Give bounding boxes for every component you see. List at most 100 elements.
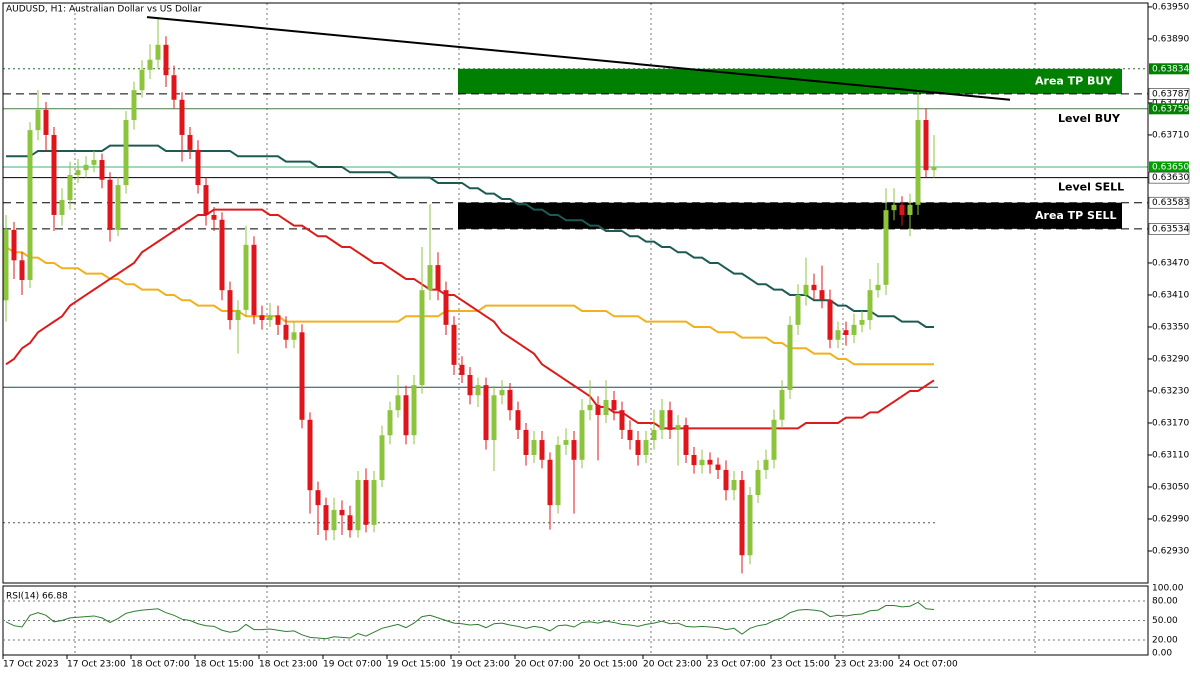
candle-body (267, 315, 273, 321)
candle-body (891, 204, 897, 211)
candle-body (723, 469, 729, 491)
level-badge (1148, 171, 1190, 184)
candle-body (395, 395, 401, 411)
y-tick-label: 0.63410 (1152, 290, 1189, 300)
x-tick-label: 19 Oct 23:00 (451, 660, 510, 670)
candle-body (347, 515, 353, 531)
candle-body (739, 480, 745, 556)
candle-body (187, 134, 193, 150)
candle-body (643, 440, 649, 455)
x-tick-label: 19 Oct 07:00 (323, 660, 382, 670)
candle-body (371, 480, 377, 525)
y-tick-label: 0.63950 (1152, 2, 1189, 12)
candle-body (587, 404, 593, 411)
candle-body (675, 425, 681, 430)
rsi-tick-label: 20.00 (1152, 636, 1178, 646)
x-tick-label: 18 Oct 15:00 (195, 660, 254, 670)
candle-body (603, 400, 609, 415)
candle-body (243, 244, 249, 310)
ma-line (6, 144, 934, 328)
candle-body (203, 185, 209, 215)
candle-body (867, 290, 873, 321)
level-badge (1148, 196, 1190, 209)
candle-body (251, 244, 257, 316)
y-tick-label: 0.63050 (1152, 482, 1189, 492)
candle-body (507, 389, 513, 411)
candle-body (811, 284, 817, 291)
candle-body (875, 284, 881, 291)
candle-body (115, 185, 121, 230)
level-badge (1148, 223, 1190, 235)
candle-body (819, 290, 825, 300)
level-badge (1149, 103, 1189, 115)
x-tick-label: 18 Oct 23:00 (259, 660, 318, 670)
rsi-tick-label: 80.00 (1152, 597, 1178, 607)
candle-body (331, 509, 337, 531)
candle-body (515, 410, 521, 430)
chart-title: AUDUSD, H1: Australian Dollar vs US Doll… (6, 5, 202, 15)
candle-body (211, 214, 217, 220)
candle-body (547, 459, 553, 506)
candle-body (459, 364, 465, 375)
candle-body (139, 69, 145, 91)
ma-line (5, 246, 934, 366)
candle-body (763, 459, 769, 470)
ma-line (5, 208, 935, 430)
candle-body (651, 429, 657, 441)
candle-body (387, 410, 393, 436)
candle-body (355, 480, 361, 531)
candle-body (403, 395, 409, 436)
candle-body (803, 284, 809, 295)
candle-body (219, 219, 225, 291)
zone-label: Area TP SELL (1035, 209, 1117, 222)
y-tick-label: 0.63350 (1152, 322, 1189, 332)
candle-body (699, 459, 705, 466)
candle-body (827, 299, 833, 340)
candle-body (59, 200, 65, 215)
candle-body (19, 260, 25, 281)
candle-body (539, 440, 545, 460)
candle-body (595, 404, 601, 415)
candle-body (883, 210, 889, 285)
x-tick-label: 24 Oct 07:00 (899, 660, 958, 670)
candle-body (235, 309, 241, 321)
y-tick-label: 0.62930 (1152, 546, 1189, 556)
candle-body (771, 419, 777, 460)
candle-body (275, 315, 281, 325)
candle-body (915, 120, 921, 205)
candle-body (859, 320, 865, 325)
rsi-tick-label: 100.00 (1152, 584, 1184, 594)
candle-body (475, 385, 481, 396)
candle-body (179, 99, 185, 135)
candle-body (555, 444, 561, 506)
candle-body (899, 204, 905, 215)
y-tick-label: 0.63170 (1152, 418, 1189, 428)
level-label: 0.63787 (1152, 89, 1189, 99)
candle-body (3, 229, 9, 301)
candle-body (843, 330, 849, 335)
level-label: 0.63834 (1152, 64, 1189, 74)
candle-body (627, 429, 633, 441)
x-tick-label: 19 Oct 15:00 (387, 660, 446, 670)
candle-body (283, 324, 289, 340)
candle-body (43, 109, 49, 135)
level-badge (1149, 63, 1189, 75)
zone-label: Area TP BUY (1035, 74, 1113, 87)
candle-body (91, 160, 97, 165)
candle-body (379, 435, 385, 481)
level-text: Level BUY (1058, 112, 1121, 125)
candle-body (835, 330, 841, 340)
candle-body (323, 505, 329, 531)
candle-body (731, 480, 737, 491)
trendline (146, 16, 1011, 101)
candle-body (259, 315, 265, 321)
y-tick-label: 0.63890 (1152, 34, 1189, 44)
level-badge (1149, 161, 1189, 173)
candle-body (531, 440, 537, 455)
candle-body (147, 59, 153, 70)
candle-body (427, 265, 433, 291)
candle-body (635, 440, 641, 455)
candle-body (483, 385, 489, 441)
candle-body (171, 75, 177, 100)
